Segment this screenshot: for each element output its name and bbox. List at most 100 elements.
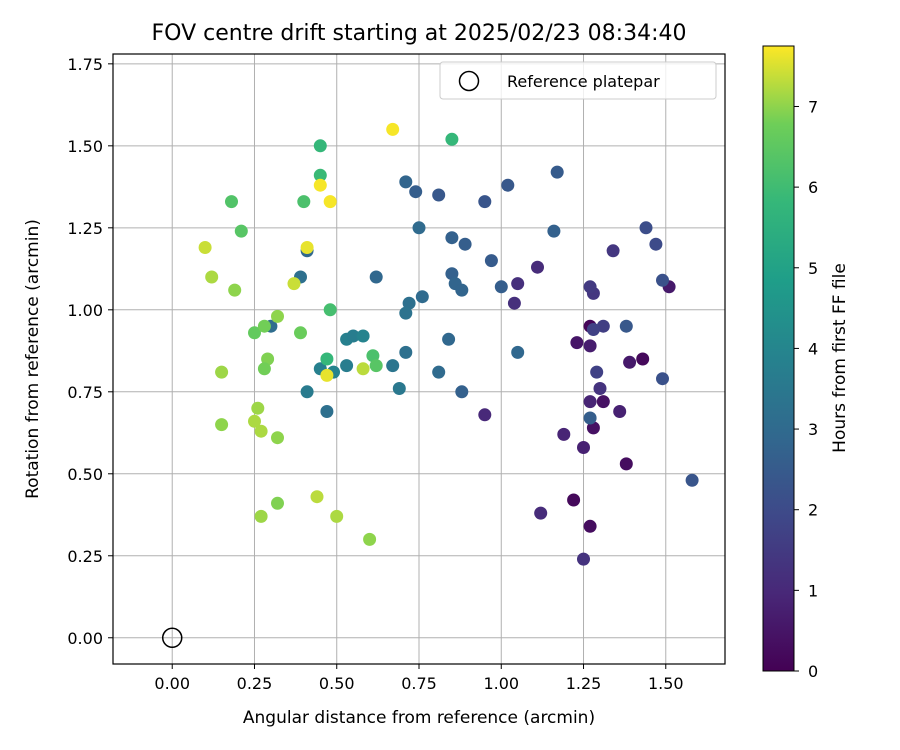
data-point	[254, 509, 268, 523]
data-point	[251, 401, 265, 415]
data-point	[356, 362, 370, 376]
data-point	[596, 395, 610, 409]
data-point	[478, 408, 492, 422]
data-point	[261, 352, 275, 366]
x-axis-label: Angular distance from reference (arcmin)	[243, 708, 595, 728]
data-point	[494, 280, 508, 294]
data-point	[583, 339, 597, 353]
data-point	[313, 168, 327, 182]
colorbar-tick-label: 5	[808, 259, 818, 278]
data-point	[271, 496, 284, 510]
data-point	[547, 224, 561, 238]
data-point	[567, 493, 581, 507]
x-tick-label: 0.75	[401, 674, 437, 693]
y-tick-label: 1.75	[67, 55, 103, 74]
data-point	[248, 414, 261, 428]
data-point	[271, 431, 284, 445]
y-tick-label: 0.00	[67, 629, 103, 648]
data-point	[593, 382, 607, 395]
data-point	[507, 296, 521, 310]
data-point	[297, 195, 311, 209]
data-point	[445, 132, 459, 146]
data-point	[346, 329, 360, 343]
x-tick-label: 1.25	[566, 674, 602, 693]
data-point	[445, 267, 459, 281]
data-point	[320, 405, 334, 418]
legend-box	[439, 61, 717, 100]
chart-title: FOV centre drift starting at 2025/02/23 …	[152, 21, 687, 46]
data-point	[412, 221, 426, 235]
data-point	[511, 277, 525, 291]
data-point	[613, 405, 627, 418]
data-point	[619, 319, 633, 333]
x-tick-label: 0.25	[237, 674, 273, 693]
data-point	[234, 224, 248, 238]
data-point	[369, 270, 383, 284]
reference-point	[161, 627, 183, 649]
data-point	[501, 178, 515, 192]
data-point	[484, 254, 498, 268]
x-tick-label: 0.00	[154, 674, 190, 693]
data-point	[557, 427, 571, 441]
colorbar-tick-label: 1	[808, 581, 818, 600]
data-point	[725, 425, 738, 438]
data-point	[248, 326, 261, 340]
data-point	[369, 359, 383, 373]
data-point	[583, 280, 597, 294]
data-point	[386, 122, 400, 136]
data-point	[313, 178, 327, 192]
data-point	[455, 283, 469, 297]
reference-platepar-marker	[161, 627, 183, 649]
colorbar: 0 1 2 3 4 5 6 7 Hours from first FF file	[762, 45, 850, 681]
data-point	[586, 323, 600, 336]
data-point	[606, 244, 620, 258]
data-point	[287, 277, 301, 291]
data-point	[639, 221, 653, 235]
y-tick-label: 0.50	[67, 465, 103, 484]
colorbar-tick-label: 7	[808, 97, 818, 116]
data-point	[340, 359, 354, 373]
data-point	[583, 519, 597, 533]
data-point	[445, 231, 459, 245]
data-point	[619, 457, 633, 471]
data-point	[225, 195, 238, 209]
data-points	[198, 122, 738, 566]
data-point	[583, 411, 597, 425]
data-point	[583, 395, 597, 409]
legend: Reference platepar	[439, 61, 717, 100]
x-axis-ticks: 0.00 0.25 0.50 0.75 1.00 1.25 1.50	[154, 664, 684, 693]
data-point	[271, 309, 284, 323]
data-point	[442, 332, 456, 346]
data-point	[402, 296, 416, 310]
data-point	[228, 283, 242, 297]
data-point	[511, 345, 525, 359]
y-tick-label: 1.00	[67, 301, 103, 320]
colorbar-gradient	[762, 45, 795, 672]
data-point	[596, 319, 610, 333]
data-point	[330, 509, 344, 523]
y-tick-label: 1.25	[67, 219, 103, 238]
data-point	[656, 372, 669, 386]
data-point	[257, 319, 271, 333]
data-point	[198, 241, 212, 254]
colorbar-label: Hours from first FF file	[830, 263, 850, 453]
data-point	[356, 329, 370, 343]
data-point	[366, 349, 380, 363]
data-point	[320, 368, 334, 382]
data-point	[636, 352, 650, 366]
data-point	[577, 441, 590, 454]
data-point	[478, 195, 492, 209]
data-point	[432, 188, 446, 202]
data-point	[294, 326, 307, 340]
data-point	[323, 195, 337, 209]
data-point	[458, 237, 472, 251]
colorbar-tick-label: 3	[808, 420, 818, 439]
colorbar-tick-label: 4	[808, 339, 818, 358]
data-point	[300, 385, 314, 399]
data-point	[649, 237, 663, 251]
x-tick-label: 0.50	[319, 674, 355, 693]
data-point	[550, 165, 564, 179]
y-axis-ticks: 0.00 0.25 0.50 0.75 1.00 1.25 1.50 1.75	[67, 55, 113, 648]
y-tick-label: 1.50	[67, 137, 103, 156]
